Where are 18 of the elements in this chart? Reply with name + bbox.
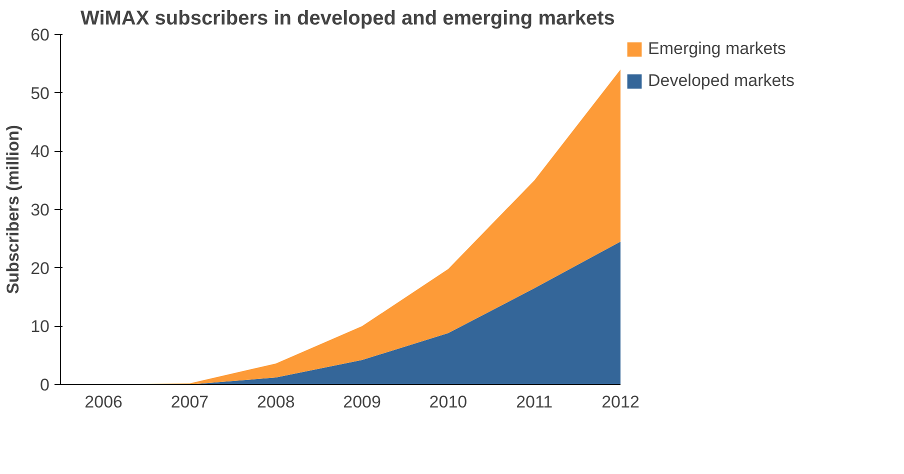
y-tick-label: 50 (30, 84, 50, 103)
y-tick-label: 0 (40, 376, 50, 394)
x-tick-label: 2011 (516, 392, 553, 412)
x-tick-label: 2012 (602, 392, 640, 412)
y-tick-label: 20 (30, 258, 50, 278)
x-tick-label: 2008 (256, 392, 295, 412)
y-tick-label: 10 (30, 317, 50, 336)
y-tick-label: 30 (30, 200, 50, 220)
legend-label: Emerging markets (648, 39, 786, 59)
x-tick-label: 2010 (429, 392, 468, 412)
y-tick-label: 60 (30, 26, 50, 44)
chart-title: WiMAX subscribers in developed and emerging markets (80, 8, 615, 30)
x-tick-label: 2007 (170, 392, 209, 412)
x-tick-label: 2009 (343, 392, 381, 412)
y-axis-title: Subscribers (million) (4, 124, 23, 294)
x-tick-label: 2006 (84, 392, 122, 412)
legend-label: Developed markets (648, 71, 794, 91)
y-tick-label: 40 (30, 142, 50, 162)
